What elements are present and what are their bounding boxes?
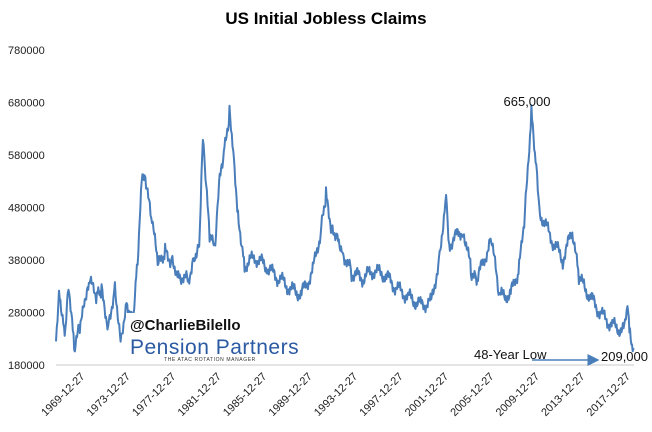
low-annotation: 48-Year Low 209,000 [474, 347, 648, 366]
y-axis: 180000 280000 380000 480000 580000 680000 7800… [8, 45, 45, 372]
y-tick-label: 480000 [8, 203, 45, 215]
x-tick-label: 1997-12-27 [357, 371, 405, 419]
x-tick-label: 1977-12-27 [130, 371, 178, 419]
x-tick-label: 1981-12-27 [176, 371, 224, 419]
x-tick-label: 1993-12-27 [312, 371, 360, 419]
x-axis: 1969-12-271973-12-271977-12-271981-12-27… [39, 364, 634, 419]
twitter-handle: @CharlieBilello [130, 317, 241, 334]
jobless-claims-line [55, 104, 635, 353]
x-tick-label: 2017-12-27 [585, 371, 633, 419]
y-tick-label: 280000 [8, 308, 45, 320]
chart-title: US Initial Jobless Claims [225, 9, 426, 28]
low-value-label: 209,000 [601, 349, 648, 364]
x-tick-label: 2009-12-27 [494, 371, 542, 419]
x-tick-label: 1989-12-27 [267, 371, 315, 419]
x-tick-label: 1969-12-27 [39, 371, 87, 419]
peak-label: 665,000 [504, 94, 551, 109]
x-tick-label: 2005-12-27 [448, 371, 496, 419]
low-caption: 48-Year Low [474, 347, 547, 362]
watermark-background [126, 313, 274, 359]
y-tick-label: 680000 [8, 98, 45, 110]
brand-logo: Pension Partners [130, 336, 299, 359]
x-tick-label: 2013-12-27 [539, 371, 587, 419]
y-tick-label: 780000 [8, 45, 45, 57]
watermark: @CharlieBilello Pension Partners THE ATA… [126, 313, 299, 363]
x-tick-label: 2001-12-27 [403, 371, 451, 419]
y-tick-label: 380000 [8, 255, 45, 267]
peak-annotation: 665,000 [504, 94, 551, 109]
x-tick-label: 1985-12-27 [221, 371, 269, 419]
brand-tagline: THE ATAC ROTATION MANAGER [164, 357, 256, 363]
y-tick-label: 580000 [8, 150, 45, 162]
x-tick-label: 1973-12-27 [85, 371, 133, 419]
y-tick-label: 180000 [8, 360, 45, 372]
